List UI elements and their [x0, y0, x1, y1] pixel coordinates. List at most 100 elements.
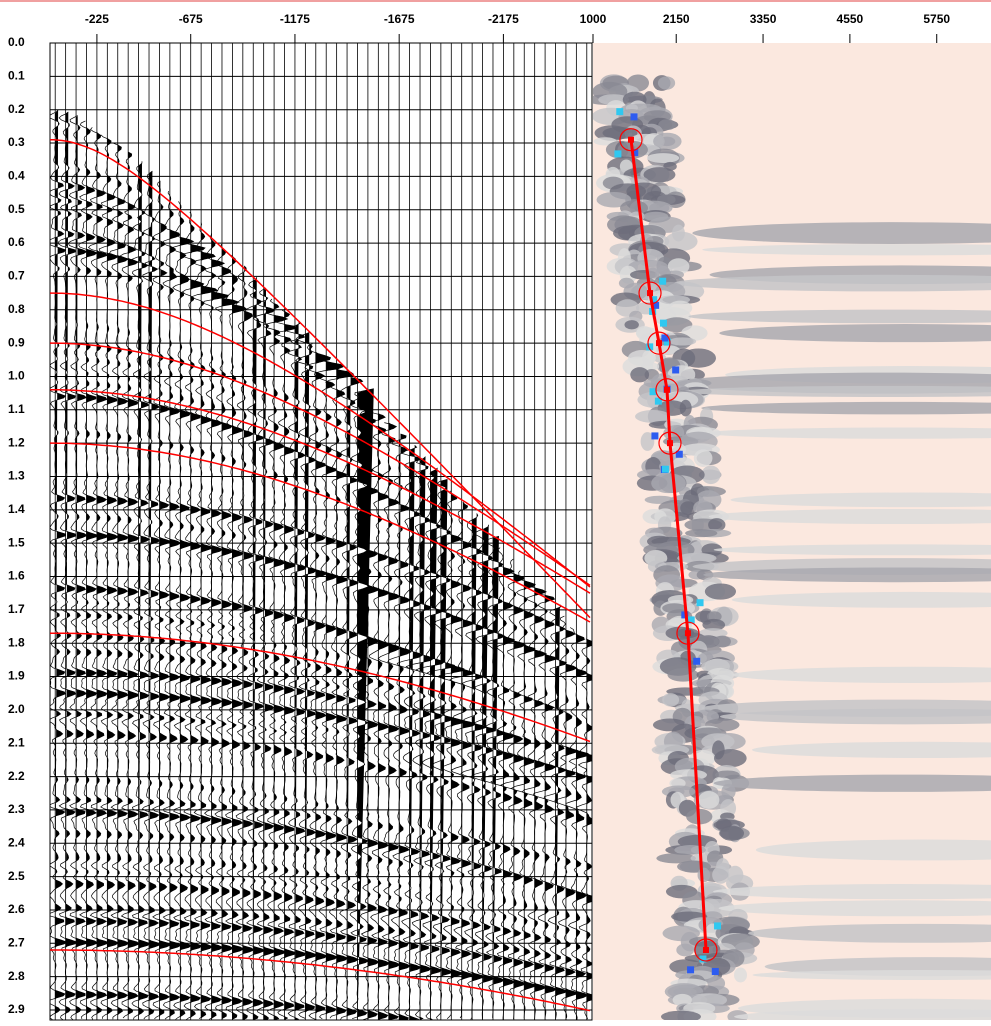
- semblance-streak: [713, 544, 991, 556]
- wiggle-fill: [294, 321, 306, 1020]
- wiggle-fill: [565, 616, 577, 1020]
- semblance-peak: [646, 343, 654, 351]
- semblance-blob: [693, 449, 713, 467]
- wiggle: [274, 309, 299, 1019]
- semblance-peak: [699, 955, 707, 963]
- semblance-peak: [616, 108, 624, 116]
- y-tick-label: 2.3: [8, 802, 25, 816]
- pick-point: [647, 290, 654, 297]
- semblance-blob: [624, 320, 639, 330]
- semblance-peak: [693, 657, 701, 665]
- semblance-peak: [687, 616, 695, 624]
- pick-circle: [619, 128, 643, 152]
- wiggle: [224, 254, 248, 1020]
- semblance-blob: [713, 749, 747, 768]
- moveout-curve: [50, 442, 591, 623]
- wiggle: [244, 276, 266, 1020]
- wiggle: [152, 180, 172, 1020]
- pick-point: [663, 386, 670, 393]
- y-tick-label: 2.8: [8, 969, 25, 983]
- semblance-blob: [719, 825, 745, 841]
- semblance-streak: [713, 774, 991, 792]
- pick-circle: [658, 431, 682, 455]
- semblance-blob: [664, 231, 698, 252]
- wiggle-fill: [472, 513, 487, 1020]
- semblance-peak: [659, 277, 667, 285]
- wiggle-fill: [440, 479, 455, 1020]
- wiggle: [357, 399, 380, 1020]
- wiggle-fill: [524, 570, 536, 1020]
- wiggle: [481, 535, 506, 1019]
- wiggle: [543, 604, 567, 1019]
- semblance-blob: [643, 167, 676, 183]
- pick-point: [666, 440, 673, 447]
- semblance-peak: [661, 465, 669, 473]
- wiggle-fill: [159, 180, 171, 1020]
- semblance-streak: [718, 900, 991, 917]
- semblance-streak: [732, 666, 991, 683]
- semblance-blob: [657, 76, 676, 90]
- wiggle: [490, 547, 516, 1020]
- y-tick-label: 2.2: [8, 769, 25, 783]
- semblance-blob: [676, 943, 695, 957]
- semblance-blob: [697, 867, 711, 883]
- y-tick-label: 0.1: [8, 69, 25, 83]
- semblance-peak: [651, 432, 659, 440]
- semblance-streak: [701, 401, 991, 415]
- semblance-streak: [680, 385, 991, 398]
- x-tick-label: 3350: [750, 12, 777, 26]
- semblance-blob: [640, 432, 655, 451]
- pick-point: [684, 630, 691, 637]
- x-tick-label: 2150: [663, 12, 690, 26]
- wiggle: [396, 445, 423, 1020]
- wiggle: [252, 287, 276, 1020]
- semblance-streak: [755, 839, 991, 861]
- x-tick-label: 1000: [580, 12, 607, 26]
- semblance-blob: [656, 853, 696, 864]
- semblance-streak: [752, 969, 991, 980]
- semblance-streak: [703, 567, 991, 583]
- pick-point: [702, 946, 709, 953]
- semblance-blob: [701, 465, 721, 485]
- semblance-peak: [661, 334, 669, 342]
- y-tick-label: 2.4: [8, 835, 25, 849]
- semblance-streak: [719, 324, 991, 343]
- moveout-curve: [50, 632, 591, 743]
- semblance-streak: [734, 1009, 991, 1020]
- wiggle-fill: [430, 467, 445, 1020]
- wiggle: [405, 456, 435, 1019]
- semblance-streak: [704, 427, 991, 439]
- y-tick-label: 0.4: [8, 169, 25, 183]
- semblance-blob: [630, 367, 650, 383]
- semblance-blob: [667, 668, 699, 682]
- wiggle-fill: [586, 638, 592, 1020]
- semblance-blob: [660, 1010, 701, 1020]
- wiggle: [285, 321, 307, 1020]
- semblance-peak: [631, 149, 639, 157]
- y-tick-label: 0.9: [8, 335, 25, 349]
- semblance-streak: [673, 274, 991, 292]
- wiggle: [576, 638, 592, 1020]
- moveout-curve: [50, 292, 591, 588]
- wiggle: [437, 490, 465, 1019]
- wiggle: [565, 627, 590, 1020]
- wiggle: [387, 433, 412, 1020]
- semblance-peak: [650, 296, 658, 304]
- y-tick-label: 2.1: [8, 735, 25, 749]
- wiggle: [58, 111, 78, 1020]
- semblance-streak: [702, 244, 991, 256]
- y-tick-label: 2.0: [8, 702, 25, 716]
- y-tick-label: 1.0: [8, 369, 25, 383]
- y-tick-label: 0.0: [8, 35, 25, 49]
- wiggle: [425, 478, 456, 1020]
- y-tick-label: 1.1: [8, 402, 25, 416]
- wiggle: [162, 191, 182, 1020]
- x-tick-label: -675: [179, 12, 203, 26]
- semblance-blob: [662, 693, 680, 707]
- semblance-streak: [748, 923, 991, 943]
- semblance-peak: [630, 113, 638, 121]
- semblance-blob: [685, 529, 718, 538]
- semblance-blob: [635, 409, 671, 423]
- semblance-peak: [652, 301, 660, 309]
- wiggle-fill: [117, 143, 130, 1020]
